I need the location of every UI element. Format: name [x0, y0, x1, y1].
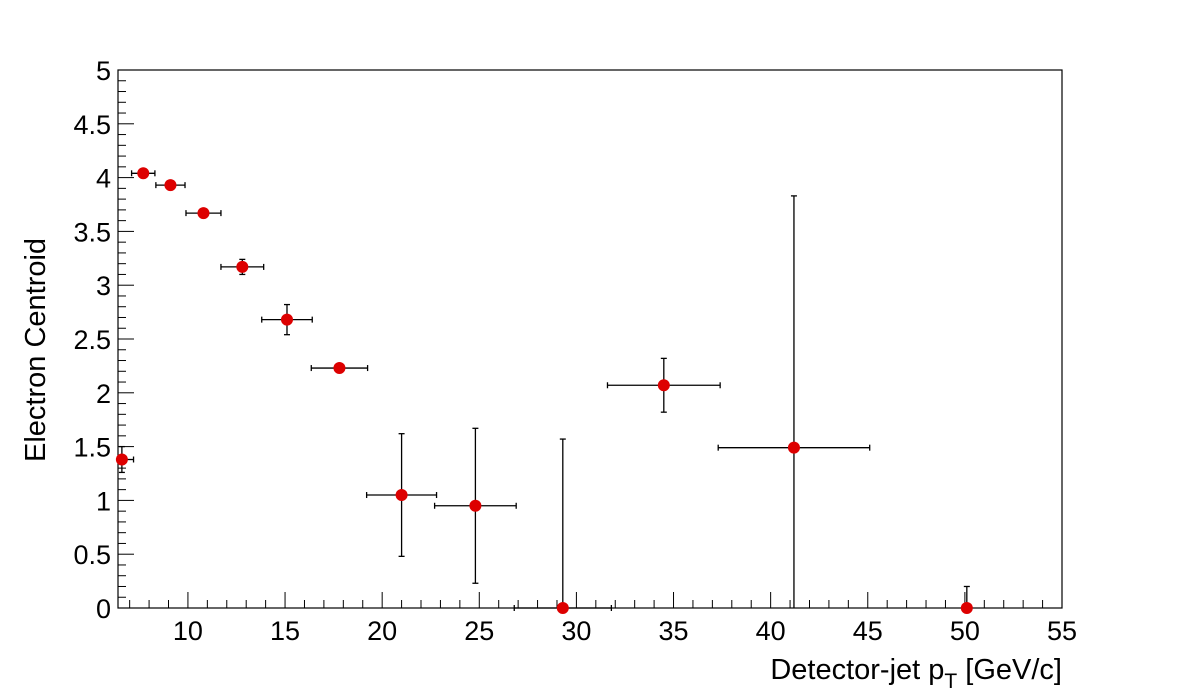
y-tick-label: 5 [96, 56, 111, 86]
x-axis-title: Detector-jet pT [GeV/c] [770, 654, 1062, 693]
x-tick-label: 20 [367, 616, 397, 646]
y-tick-label: 4 [96, 164, 111, 194]
x-axis-title-subscript: T [944, 670, 957, 693]
data-marker [556, 602, 569, 614]
data-point [115, 445, 135, 474]
data-marker [333, 362, 346, 375]
data-marker [115, 453, 128, 466]
data-point [513, 438, 613, 614]
data-marker [960, 602, 973, 614]
x-axis-tick-labels: 10 15 20 25 30 35 40 45 50 55 [173, 616, 1077, 646]
y-axis-ticks [118, 69, 134, 609]
x-axis-ticks [129, 592, 1063, 608]
data-marker [657, 379, 670, 392]
data-marker [395, 489, 408, 502]
x-tick-label: 10 [173, 616, 203, 646]
y-tick-label: 3 [96, 271, 111, 301]
data-point [606, 357, 721, 413]
data-marker [236, 260, 249, 273]
data-points [115, 167, 973, 614]
y-tick-label: 2 [96, 379, 111, 409]
x-axis-title-suffix: [GeV/c] [957, 654, 1062, 686]
y-axis-tick-labels: 0 0.5 1 1.5 2 2.5 3 3.5 4 4.5 5 [73, 56, 111, 624]
data-marker [280, 313, 293, 326]
data-point [365, 433, 438, 558]
y-tick-label: 4.5 [73, 110, 111, 140]
data-point [185, 207, 222, 220]
x-tick-label: 55 [1047, 616, 1077, 646]
y-tick-label: 2.5 [73, 325, 111, 355]
data-point [960, 585, 973, 614]
data-point [261, 303, 313, 336]
y-axis-title: Electron Centroid [20, 238, 52, 462]
x-tick-label: 40 [756, 616, 786, 646]
data-marker [197, 207, 210, 220]
data-marker [469, 499, 482, 512]
x-tick-label: 15 [270, 616, 300, 646]
y-tick-label: 1.5 [73, 433, 111, 463]
y-tick-label: 0.5 [73, 540, 111, 570]
x-axis-title-main: Detector-jet p [770, 654, 944, 686]
data-point [155, 179, 186, 192]
data-point [433, 427, 517, 584]
y-tick-label: 0 [96, 594, 111, 624]
data-point [220, 258, 265, 276]
x-tick-label: 30 [561, 616, 591, 646]
x-tick-label: 45 [853, 616, 883, 646]
data-point [130, 167, 156, 180]
plot-frame [117, 69, 1063, 609]
y-tick-label: 3.5 [73, 217, 111, 247]
x-tick-label: 35 [658, 616, 688, 646]
data-marker [137, 167, 150, 180]
x-tick-label: 50 [950, 616, 980, 646]
data-marker [787, 441, 800, 454]
y-tick-label: 1 [96, 486, 111, 516]
data-point [310, 362, 369, 375]
data-marker [164, 179, 177, 192]
data-point [717, 195, 871, 608]
x-tick-label: 25 [464, 616, 494, 646]
